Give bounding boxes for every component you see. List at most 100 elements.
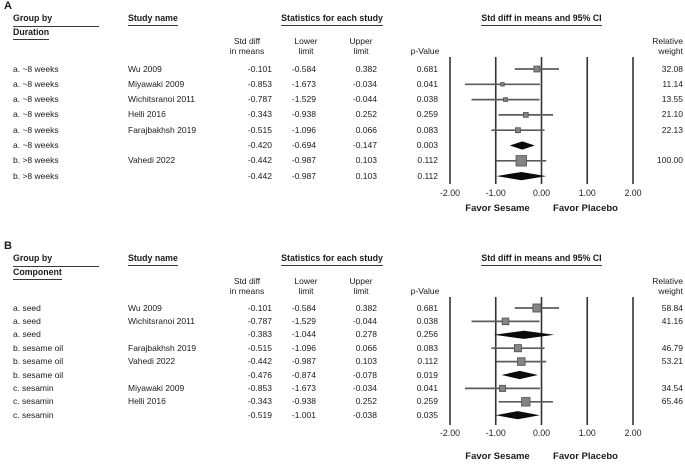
row-upper-limit: -0.044 <box>352 315 377 326</box>
row-group-label: b. >8 weeks <box>13 155 59 166</box>
row-std-diff: -0.515 <box>247 342 272 353</box>
row-group-label: a. ~8 weeks <box>13 140 59 150</box>
row-lower-limit: -1.096 <box>291 342 316 353</box>
row-study-label: Wichitsranoi 2011 <box>128 94 195 105</box>
row-p-value: 0.681 <box>416 302 438 313</box>
row-group-label: a. ~8 weeks <box>13 63 59 74</box>
row-p-value: 0.112 <box>417 170 438 181</box>
row-upper-limit: -0.034 <box>352 78 377 89</box>
row-relative-weight: 41.16 <box>661 315 683 326</box>
table-row: a. ~8 weeks Wu 2009 -0.101 -0.584 0.382 0.681… <box>0 64 685 75</box>
row-upper-limit: 0.103 <box>355 170 377 181</box>
row-std-diff: -0.853 <box>247 78 272 89</box>
row-lower-limit: -0.987 <box>291 170 316 181</box>
favor-right-label: Favor Placebo <box>553 203 618 214</box>
table-row: a. seed Wu 2009 -0.101 -0.584 0.382 0.681 58.8… <box>0 303 685 314</box>
row-study-label: Miyawaki 2009 <box>128 382 185 393</box>
row-std-diff: -0.519 <box>247 409 272 420</box>
row-lower-limit: -1.096 <box>291 124 316 135</box>
col-header-p-value: p-Value <box>410 46 440 56</box>
table-row: c. sesamin Helli 2016 -0.343 -0.938 0.252 0.2… <box>0 396 685 407</box>
table-row: a. ~8 weeks -0.420 -0.694 -0.147 0.003 <box>0 140 685 151</box>
row-p-value: 0.259 <box>416 109 438 120</box>
row-upper-limit: 0.278 <box>355 329 377 340</box>
row-relative-weight: 22.13 <box>661 124 683 135</box>
row-study-label: Vahedi 2022 <box>128 155 176 166</box>
favor-left-label: Favor Sesame <box>465 451 530 462</box>
row-upper-limit: -0.147 <box>352 140 377 150</box>
row-lower-limit: -0.987 <box>291 155 316 166</box>
row-group-label: a. seed <box>13 315 41 326</box>
row-upper-limit: 0.103 <box>355 155 377 166</box>
table-row: b. sesame oil Farajbakhsh 2019 -0.515 -1.09… <box>0 343 685 354</box>
row-upper-limit: 0.382 <box>355 302 377 313</box>
row-upper-limit: 0.066 <box>355 342 377 353</box>
table-row: b. sesame oil Vahedi 2022 -0.442 -0.987 0.10… <box>0 356 685 367</box>
row-p-value: 0.083 <box>416 124 438 135</box>
row-study-label: Vahedi 2022 <box>128 356 176 367</box>
row-std-diff: -0.476 <box>247 369 272 380</box>
table-row: a. seed -0.383 -1.044 0.278 0.256 <box>0 329 685 340</box>
row-upper-limit: 0.066 <box>355 124 377 135</box>
groupby-label: Group by <box>13 253 99 267</box>
row-p-value: 0.041 <box>416 382 438 393</box>
row-group-label: b. >8 weeks <box>13 170 59 181</box>
col-header-upper: Upper limit <box>349 36 373 56</box>
row-group-label: b. sesame oil <box>13 356 64 367</box>
row-p-value: 0.003 <box>416 140 438 150</box>
stats-header: Statistics for each study <box>232 13 432 26</box>
row-lower-limit: -0.874 <box>291 369 316 380</box>
row-lower-limit: -0.938 <box>291 396 316 407</box>
row-study-label: Wu 2009 <box>128 63 162 74</box>
groupby-value: Duration <box>13 27 50 40</box>
row-lower-limit: -0.987 <box>291 356 316 367</box>
row-lower-limit: -0.694 <box>291 140 316 150</box>
row-study-label: Miyawaki 2009 <box>128 78 185 89</box>
col-header-std-diff: Std diff in means <box>229 36 265 56</box>
row-p-value: 0.083 <box>416 342 438 353</box>
groupby-header-b: Group by Component <box>13 253 99 280</box>
row-p-value: 0.019 <box>416 369 438 380</box>
row-p-value: 0.256 <box>416 329 438 340</box>
table-rows-b: a. seed Wu 2009 -0.101 -0.584 0.382 0.681 58.8… <box>0 240 685 468</box>
col-header-std-diff: Std diff in means <box>229 276 265 296</box>
table-row: c. sesamin Miyawaki 2009 -0.853 -1.673 -0.03… <box>0 383 685 394</box>
row-std-diff: -0.515 <box>247 124 272 135</box>
row-std-diff: -0.101 <box>247 63 272 74</box>
row-group-label: a. ~8 weeks <box>13 94 59 105</box>
row-upper-limit: -0.034 <box>352 382 377 393</box>
row-upper-limit: 0.252 <box>355 109 377 120</box>
row-std-diff: -0.787 <box>247 315 272 326</box>
row-upper-limit: -0.078 <box>352 369 377 380</box>
row-std-diff: -0.442 <box>247 170 272 181</box>
row-p-value: 0.038 <box>416 315 438 326</box>
table-row: b. sesame oil -0.476 -0.874 -0.078 0.019 <box>0 370 685 381</box>
row-upper-limit: -0.044 <box>352 94 377 105</box>
row-p-value: 0.259 <box>416 396 438 407</box>
col-header-upper: Upper limit <box>349 276 373 296</box>
panel-a: A Group by Duration Study name Statistic… <box>0 0 685 214</box>
row-study-label: Farajbakhsh 2019 <box>128 342 197 353</box>
row-group-label: a. ~8 weeks <box>13 78 59 89</box>
row-group-label: a. ~8 weeks <box>13 124 59 135</box>
table-row: a. ~8 weeks Farajbakhsh 2019 -0.515 -1.096 0… <box>0 125 685 136</box>
row-lower-limit: -1.529 <box>291 315 316 326</box>
col-header-lower: Lower limit <box>294 36 318 56</box>
row-group-label: a. seed <box>13 302 41 313</box>
row-relative-weight: 34.54 <box>661 382 683 393</box>
groupby-value: Component <box>13 267 62 280</box>
table-row: b. >8 weeks -0.442 -0.987 0.103 0.112 <box>0 171 685 182</box>
row-p-value: 0.035 <box>416 409 438 420</box>
row-upper-limit: -0.038 <box>352 409 377 420</box>
row-relative-weight: 58.84 <box>661 302 683 313</box>
favor-left-label: Favor Sesame <box>465 203 530 214</box>
table-row: a. seed Wichitsranoi 2011 -0.787 -1.529 -0.0… <box>0 316 685 327</box>
study-name-header: Study name <box>128 253 178 266</box>
col-header-p-value: p-Value <box>410 286 440 296</box>
row-std-diff: -0.442 <box>247 356 272 367</box>
row-lower-limit: -1.673 <box>291 382 316 393</box>
favor-right-label: Favor Placebo <box>553 451 618 462</box>
row-p-value: 0.041 <box>416 78 438 89</box>
table-row: a. ~8 weeks Miyawaki 2009 -0.853 -1.673 -0.0… <box>0 79 685 90</box>
